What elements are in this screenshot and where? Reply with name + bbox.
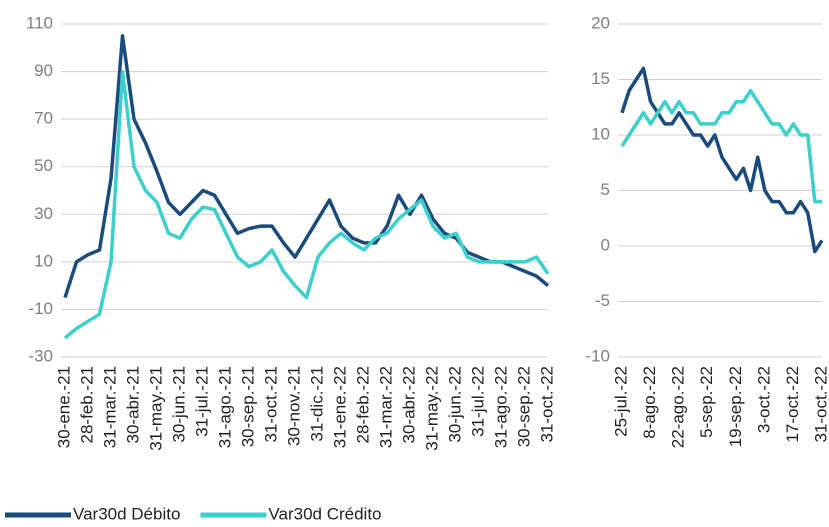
y-tick-label: 110 [26, 13, 53, 32]
x-tick-label: 19-sep.-22 [726, 366, 745, 447]
y-tick-label: 90 [34, 61, 53, 80]
data-line [63, 34, 550, 299]
x-tick-label: 31-oct.-22 [537, 366, 556, 443]
y-tick-label: -10 [585, 346, 610, 365]
x-tick-label: 30-jun.-21 [169, 366, 188, 443]
x-tick-label: 31-ago.-21 [215, 366, 234, 448]
x-tick-label: 5-sep.-22 [697, 366, 716, 438]
x-tick-label: 3-oct.-22 [754, 366, 773, 433]
x-tick-label: 30-nov.-21 [284, 366, 303, 446]
y-tick-label: -10 [28, 299, 53, 318]
y-tick-label: 10 [34, 251, 53, 270]
y-tick-label: 5 [601, 180, 610, 199]
x-tick-label: 8-ago.-22 [640, 366, 659, 439]
y-tick-label: 70 [34, 109, 53, 128]
y-tick-label: 50 [34, 156, 53, 175]
x-tick-label: 17-oct.-22 [783, 366, 802, 443]
x-tick-label: 31-mar.-21 [100, 366, 119, 448]
x-tick-label: 31-ene.-22 [330, 366, 349, 448]
x-tick-label: 31-may.-21 [146, 366, 165, 451]
data-line [620, 66, 824, 254]
x-tick-label: 31-oct.-21 [261, 366, 280, 443]
x-tick-label: 28-feb.-22 [353, 366, 372, 444]
legend-label: Var30d Débito [73, 504, 180, 523]
legend-label: Var30d Crédito [268, 504, 381, 523]
x-tick-label: 31-mar.-22 [376, 366, 395, 448]
x-tick-label: 25-jul.-22 [611, 366, 630, 437]
x-tick-label: 31-jul.-21 [192, 366, 211, 437]
x-tick-label: 22-ago.-22 [669, 366, 688, 448]
x-tick-label: 30-abr.-21 [123, 366, 142, 444]
data-line [63, 69, 550, 340]
data-line [620, 88, 822, 204]
x-tick-label: 30-ene.-21 [54, 366, 73, 448]
x-tick-label: 31-jul.-22 [468, 366, 487, 437]
x-tick-label: 30-abr.-22 [399, 366, 418, 444]
x-tick-label: 30-jun.-22 [445, 366, 464, 443]
x-tick-label: 31-dic.-21 [307, 366, 326, 442]
y-tick-label: -30 [28, 346, 53, 365]
y-tick-label: 0 [601, 235, 610, 254]
x-tick-label: 31-ago.-22 [491, 366, 510, 448]
y-tick-label: 15 [591, 69, 610, 88]
x-tick-label: 28-feb.-21 [77, 366, 96, 444]
x-tick-label: 30-sep.-21 [238, 366, 257, 447]
y-tick-label: 10 [591, 124, 610, 143]
y-tick-label: -5 [595, 291, 610, 310]
x-tick-label: 30-sep.-22 [514, 366, 533, 447]
x-tick-label: 31-oct.-22 [811, 366, 829, 443]
y-tick-label: 20 [591, 13, 610, 32]
x-tick-label: 31-may.-22 [422, 366, 441, 451]
y-tick-label: 30 [34, 204, 53, 223]
